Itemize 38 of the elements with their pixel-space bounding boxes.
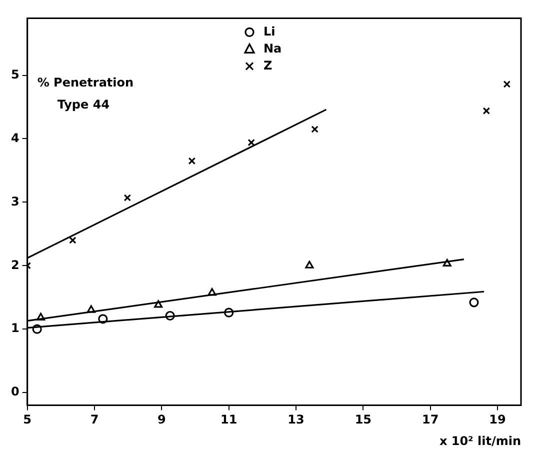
point xyxy=(86,305,96,313)
legend-label: Li xyxy=(263,24,276,38)
point xyxy=(124,194,132,202)
point xyxy=(154,300,163,308)
point xyxy=(311,126,318,133)
y-tick-label: 1 xyxy=(10,321,20,336)
point xyxy=(188,157,196,165)
point xyxy=(482,107,490,114)
point xyxy=(36,312,46,320)
y-tick-label: 5 xyxy=(10,67,20,82)
point xyxy=(165,310,175,321)
x-tick-label: 7 xyxy=(90,412,99,427)
x-tick-label: 5 xyxy=(23,412,32,427)
x-tick-label: 19 xyxy=(489,412,506,427)
y-tick-label: 0 xyxy=(10,384,20,399)
point xyxy=(208,288,216,296)
point xyxy=(98,314,108,324)
y-tick-label: 2 xyxy=(10,258,20,272)
annotation: % Penetration xyxy=(37,75,134,90)
x-tick-label: 11 xyxy=(220,412,238,427)
point xyxy=(305,260,314,268)
legend-label: Na xyxy=(263,41,282,56)
y-tick-label: 3 xyxy=(10,194,20,208)
point xyxy=(469,298,479,308)
x-tick-label: 9 xyxy=(157,412,166,427)
annotation: Type 44 xyxy=(57,97,110,112)
x-tick-label: 15 xyxy=(354,412,372,427)
point xyxy=(248,138,255,146)
point xyxy=(69,236,76,244)
x-axis-title: x 10² lit/min xyxy=(439,434,521,448)
point xyxy=(32,324,42,334)
point xyxy=(442,258,452,267)
x-tick-label: 13 xyxy=(288,412,304,427)
legend-label: Z xyxy=(263,58,272,72)
y-tick-label: 4 xyxy=(10,130,20,145)
point xyxy=(224,308,234,318)
x-tick-label: 17 xyxy=(422,412,439,427)
point xyxy=(503,80,511,88)
